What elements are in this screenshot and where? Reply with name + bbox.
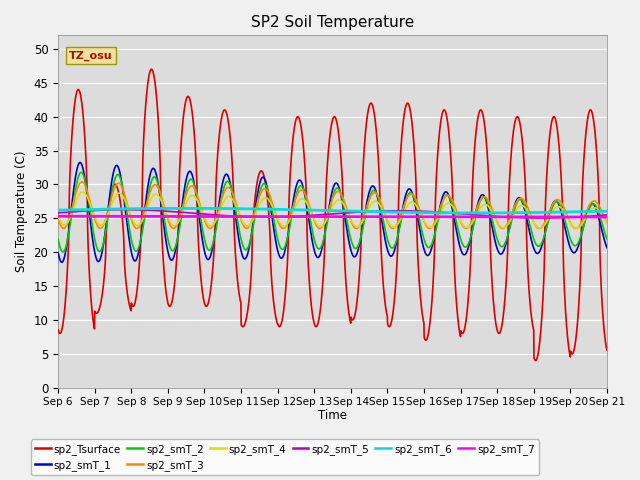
Text: TZ_osu: TZ_osu [69,50,113,60]
X-axis label: Time: Time [318,409,347,422]
Y-axis label: Soil Temperature (C): Soil Temperature (C) [15,151,28,272]
Title: SP2 Soil Temperature: SP2 Soil Temperature [251,15,414,30]
Legend: sp2_Tsurface, sp2_smT_1, sp2_smT_2, sp2_smT_3, sp2_smT_4, sp2_smT_5, sp2_smT_6, : sp2_Tsurface, sp2_smT_1, sp2_smT_2, sp2_… [31,439,539,475]
